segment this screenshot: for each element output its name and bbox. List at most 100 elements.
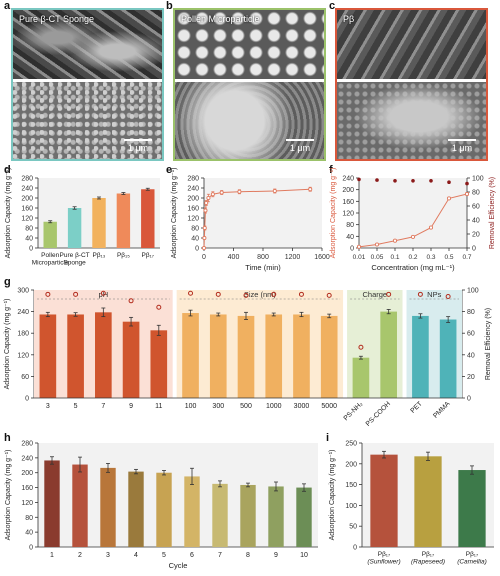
panel-label-i: i bbox=[326, 432, 330, 444]
bar bbox=[72, 464, 88, 547]
y-tick-label: 240 bbox=[21, 186, 33, 193]
bar bbox=[95, 312, 112, 398]
x-tick-label: PS-COOH bbox=[365, 400, 392, 427]
y-tick-label: 0 bbox=[350, 246, 354, 253]
bar bbox=[150, 330, 168, 398]
x-tick-label: 5 bbox=[74, 403, 78, 410]
y-tick-label: 80 bbox=[346, 222, 354, 229]
data-point bbox=[202, 235, 207, 241]
bar bbox=[116, 193, 131, 248]
y2-tick-label: 20 bbox=[467, 374, 475, 381]
efficiency-point bbox=[393, 179, 397, 183]
y-tick-label: 40 bbox=[191, 236, 199, 243]
y-tick-label: 100 bbox=[345, 503, 357, 510]
bar bbox=[240, 484, 256, 547]
efficiency-point bbox=[100, 290, 106, 296]
x-tick-label: 3 bbox=[46, 403, 50, 410]
bar bbox=[414, 456, 442, 547]
panel-label-b: b bbox=[166, 0, 173, 12]
x-tick-label: 1600 bbox=[314, 254, 330, 261]
bar bbox=[128, 471, 144, 547]
x-tick-label: 1200 bbox=[285, 254, 301, 261]
y-tick-label: 200 bbox=[345, 461, 357, 468]
y-tick-label: 0 bbox=[25, 396, 29, 403]
y-axis-label: Adsorption Capacity (mg g⁻¹) bbox=[330, 168, 337, 258]
efficiency-point bbox=[128, 298, 134, 304]
panel-label-f: f bbox=[329, 164, 333, 176]
sem-image-pb: Pβ 1 μm bbox=[335, 8, 488, 161]
y2-axis-label: Removal Efficiency (%) bbox=[485, 308, 492, 380]
x-tick-label: 0.7 bbox=[462, 254, 471, 261]
group-label: Charge bbox=[362, 290, 387, 299]
data-point bbox=[219, 190, 224, 195]
y-tick-label: 280 bbox=[21, 176, 33, 183]
x-tick-label: 1 bbox=[50, 552, 54, 559]
efficiency-point bbox=[386, 291, 392, 297]
y2-tick-label: 100 bbox=[467, 288, 479, 295]
y2-tick-label: 80 bbox=[472, 190, 480, 197]
bar bbox=[293, 314, 310, 398]
bar bbox=[209, 314, 227, 398]
y-tick-label: 60 bbox=[21, 374, 29, 381]
y-tick-label: 300 bbox=[17, 288, 29, 295]
y-tick-label: 240 bbox=[17, 309, 29, 316]
efficiency-point bbox=[156, 304, 162, 310]
y-tick-label: 240 bbox=[187, 186, 199, 193]
y2-tick-label: 100 bbox=[472, 176, 484, 183]
bar bbox=[184, 476, 200, 547]
bar bbox=[268, 486, 284, 547]
data-point bbox=[203, 208, 208, 213]
chart-i: 0 50 100 150 200 250 Adsorption Capacity (mg g… bbox=[329, 441, 494, 566]
y-tick-label: 160 bbox=[21, 485, 33, 492]
x-tick-label: 5 bbox=[162, 552, 166, 559]
chart-f: 0 40 80 120 160 200 240 0 20 40 60 80 100 0.01 0.05 0.1… bbox=[330, 168, 496, 272]
y-tick-label: 200 bbox=[187, 196, 199, 203]
y-tick-label: 150 bbox=[345, 482, 357, 489]
y-tick-label: 120 bbox=[21, 500, 33, 507]
group-background bbox=[176, 290, 344, 398]
x-tick-label: Pβ₁₇ (Rapeseed) bbox=[411, 551, 445, 566]
efficiency-point bbox=[375, 178, 379, 182]
sem-image-pollen: Pollen Microparticle 1 μm bbox=[173, 8, 326, 161]
panel-label-h: h bbox=[4, 432, 11, 444]
x-tick-label: 5000 bbox=[321, 403, 337, 410]
x-tick-label: 9 bbox=[129, 403, 133, 410]
x-tick-label: 3 bbox=[106, 552, 110, 559]
bar bbox=[122, 321, 140, 398]
y-tick-label: 160 bbox=[187, 206, 199, 213]
x-tick-label: 1000 bbox=[266, 403, 282, 410]
efficiency-point bbox=[465, 181, 469, 186]
bar bbox=[370, 454, 398, 547]
data-point bbox=[206, 195, 211, 201]
x-tick-label: 10 bbox=[300, 552, 308, 559]
panel-label-d: d bbox=[4, 164, 11, 176]
x-tick-label: 400 bbox=[228, 254, 240, 261]
x-tick-label: 4 bbox=[134, 552, 138, 559]
y-tick-label: 200 bbox=[21, 470, 33, 477]
y2-tick-label: 40 bbox=[467, 352, 475, 359]
y2-axis-label: Removal Efficiency (%) bbox=[489, 177, 496, 249]
sem-lowmag-pollen bbox=[175, 10, 324, 79]
y-tick-label: 0 bbox=[195, 246, 199, 253]
y2-tick-label: 0 bbox=[472, 246, 476, 253]
efficiency-point bbox=[73, 291, 79, 297]
bar bbox=[100, 467, 116, 547]
y2-tick-label: 20 bbox=[472, 232, 480, 239]
data-point bbox=[237, 189, 242, 194]
bar bbox=[67, 208, 82, 248]
x-tick-label: 7 bbox=[101, 403, 105, 410]
y-tick-label: 40 bbox=[346, 234, 354, 241]
scale-bar-pb: 1 μm bbox=[448, 139, 476, 153]
x-tick-label: 0.05 bbox=[371, 254, 384, 261]
x-tick-label: 0.3 bbox=[426, 254, 435, 261]
y-tick-label: 180 bbox=[17, 331, 29, 338]
bar bbox=[439, 319, 457, 398]
bar bbox=[320, 315, 338, 398]
y-tick-label: 120 bbox=[342, 211, 354, 218]
data-point bbox=[446, 196, 452, 201]
sem-highmag-sponge bbox=[13, 81, 162, 159]
chart-e: 0 40 80 120 160 200 240 280 0 400 800 1200 1600 Time … bbox=[171, 168, 330, 272]
x-tick-label: PS-NH₂ bbox=[343, 400, 365, 422]
bar bbox=[44, 460, 60, 547]
